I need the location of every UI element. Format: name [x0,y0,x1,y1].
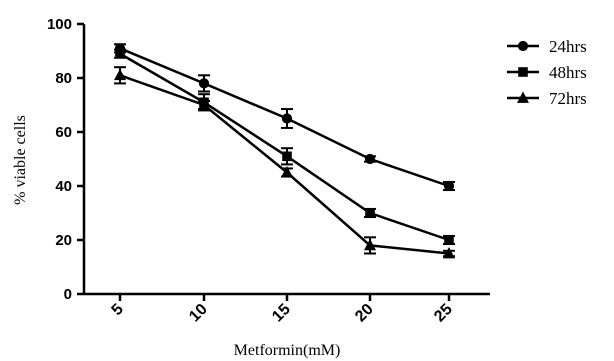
x-ticks: 5 10 15 20 25 [109,294,456,325]
legend-marker [517,40,529,52]
data-point [443,247,455,259]
y-tick-label: 20 [55,232,72,249]
legend-item-24hrs: 24hrs [507,37,587,56]
data-point [365,208,375,218]
legend-label: 72hrs [549,89,587,108]
x-tick-label: 5 [109,301,127,319]
x-tick-label: 20 [352,301,377,326]
data-point [364,153,376,165]
data-point [114,68,126,81]
series-72hrs [114,66,455,259]
y-tick-label: 60 [55,124,72,141]
data-point [281,113,293,124]
series-line [119,52,450,242]
y-tick-label: 40 [55,178,72,195]
y-axis-title: % viable cells [12,115,29,205]
data-point [115,48,125,59]
series-48hrs [114,48,455,246]
legend-label: 24hrs [549,37,587,56]
data-point [282,151,292,162]
series-layer [114,43,455,259]
data-point [444,235,454,245]
x-tick-label: 10 [186,301,211,326]
x-axis-title: Metformin(mM) [234,342,341,359]
legend-marker [517,91,529,103]
data-point [198,78,210,89]
data-point [198,98,210,110]
data-point [443,180,455,192]
x-tick-label: 15 [269,301,294,326]
x-tick-label: 25 [431,301,456,326]
y-tick-label: 0 [64,286,72,303]
y-tick-label: 80 [55,70,72,87]
legend-item-48hrs: 48hrs [507,63,587,82]
data-point [364,238,376,251]
y-ticks: 0 20 40 60 80 100 [47,16,84,303]
data-point [281,166,293,178]
y-tick-label: 100 [47,16,72,33]
legend: 24hrs 48hrs 72hrs [507,37,587,108]
legend-label: 48hrs [549,63,587,82]
legend-item-72hrs: 72hrs [507,89,587,108]
legend-marker [518,67,528,77]
